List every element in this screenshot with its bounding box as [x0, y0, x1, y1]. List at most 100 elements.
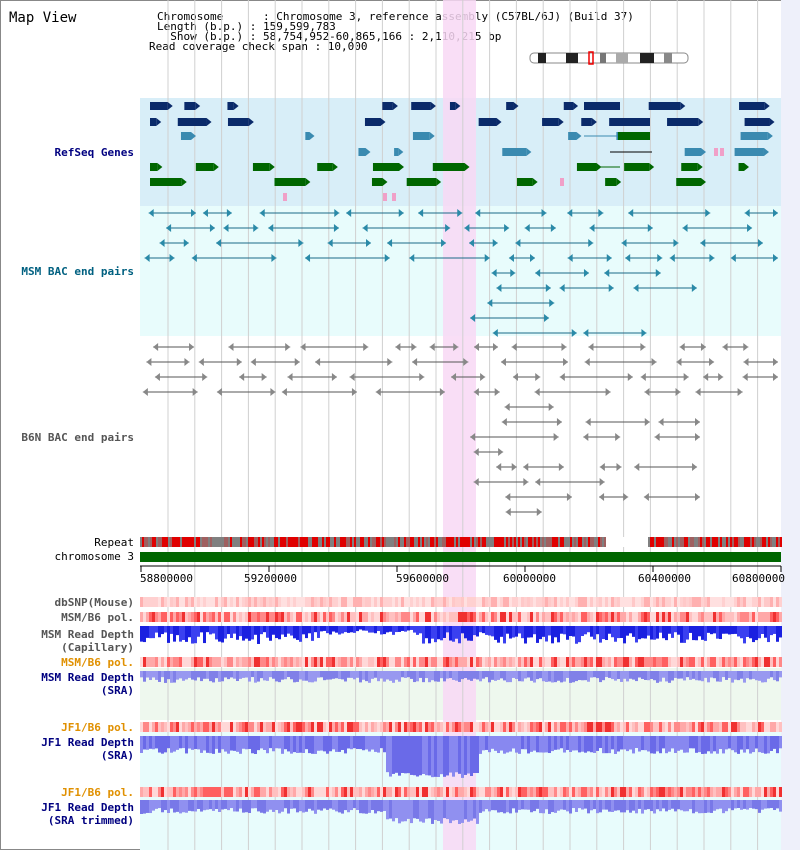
repeat-segment [696, 537, 698, 547]
heat-cell [272, 612, 275, 622]
heat-cell [323, 597, 326, 607]
heat-cell [143, 722, 146, 732]
depth-bar [494, 736, 497, 751]
msm-bac-pair-end [571, 329, 577, 337]
heat-cell [569, 597, 572, 607]
b6n-bac-pair-end [494, 388, 500, 396]
repeat-segment [380, 537, 382, 547]
heat-cell [761, 612, 764, 622]
heat-cell [341, 612, 344, 622]
depth-bar [689, 626, 692, 633]
b6n-bac-features[interactable] [142, 343, 778, 516]
b6n-bac-pair-end [300, 343, 306, 351]
heat-cell [359, 612, 362, 622]
depth-bar [212, 671, 215, 683]
depth-bar [269, 626, 272, 641]
heat-cell [419, 657, 422, 667]
heat-cell [557, 612, 560, 622]
depth-bar [383, 671, 386, 682]
depth-bar [305, 671, 308, 681]
heat-cell [692, 597, 695, 607]
depth-bar [416, 800, 419, 819]
read-depth-tracks[interactable] [140, 626, 782, 824]
depth-bar [359, 736, 362, 750]
msm-bac-pair-end [366, 239, 372, 247]
depth-bar [584, 626, 587, 635]
depth-bar [455, 800, 458, 821]
heat-cell [668, 722, 671, 732]
heat-cell [248, 612, 251, 622]
heat-cell [500, 787, 503, 797]
depth-bar [455, 626, 458, 639]
repeat-segment [178, 537, 180, 547]
gene-arrow [513, 102, 519, 110]
refseq-genes-features[interactable] [150, 102, 775, 201]
depth-bar [632, 671, 635, 680]
repeat-segment [752, 537, 754, 547]
repeat-segment [644, 537, 646, 547]
depth-bar [302, 800, 305, 813]
depth-bar [776, 736, 779, 754]
heat-cell [407, 657, 410, 667]
heat-cell [212, 657, 215, 667]
depth-bar [230, 736, 233, 751]
depth-bar [332, 626, 335, 632]
heat-cell [710, 597, 713, 607]
repeat-segment [734, 537, 736, 547]
heat-cell [626, 597, 629, 607]
repeat-track[interactable] [140, 537, 782, 547]
depth-bar [329, 626, 332, 635]
depth-bar [161, 736, 164, 754]
heat-cell [500, 722, 503, 732]
heat-cell [317, 787, 320, 797]
gene-arrow [573, 102, 579, 110]
repeat-segment [726, 537, 728, 547]
msm-bac-pair-end [226, 209, 232, 217]
heat-cell [209, 597, 212, 607]
heat-cell [416, 612, 419, 622]
depth-bar [251, 736, 254, 754]
depth-bar [317, 736, 320, 751]
depth-bar [317, 671, 320, 678]
b6n-bac-pair-end [773, 358, 778, 366]
depth-bar [161, 626, 164, 635]
heat-cell [497, 787, 500, 797]
heat-cell [566, 657, 569, 667]
label-jf1-pol-2: JF1/B6 pol. [61, 786, 134, 799]
depth-bar [590, 736, 593, 753]
gene-block [150, 102, 168, 110]
repeat-segment [240, 537, 242, 547]
label-msm-bac[interactable]: MSM BAC end pairs [21, 265, 134, 278]
heat-cell [599, 787, 602, 797]
repeat-segment [678, 537, 680, 547]
heat-cell [632, 597, 635, 607]
heat-cell [188, 722, 191, 732]
heat-cell [620, 657, 623, 667]
label-refseq-genes[interactable]: RefSeq Genes [54, 146, 134, 159]
heat-cell [197, 612, 200, 622]
label-b6n-bac[interactable]: B6N BAC end pairs [21, 431, 134, 444]
heat-cell [410, 787, 413, 797]
heat-cell [575, 657, 578, 667]
heat-cell [236, 722, 239, 732]
msm-bac-features[interactable] [144, 209, 778, 337]
repeat-segment [306, 537, 308, 547]
heat-cell [587, 597, 590, 607]
heat-cell [725, 657, 728, 667]
depth-bar [428, 626, 431, 644]
heat-cell [491, 597, 494, 607]
heat-cell [152, 657, 155, 667]
repeat-segment [658, 537, 660, 547]
heat-cell [284, 612, 287, 622]
heat-cell [290, 597, 293, 607]
depth-bar [308, 671, 311, 683]
highlight-region[interactable] [443, 0, 476, 850]
depth-bar [272, 626, 275, 635]
depth-bar [539, 736, 542, 753]
depth-bar [188, 626, 191, 638]
heat-cell [254, 722, 257, 732]
polymorphism-heat-tracks[interactable] [140, 597, 782, 797]
depth-bar [185, 626, 188, 642]
depth-bar [371, 800, 374, 810]
